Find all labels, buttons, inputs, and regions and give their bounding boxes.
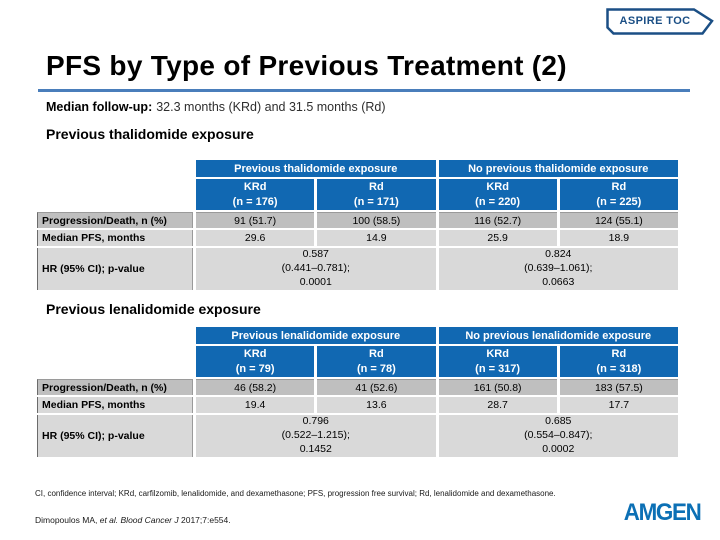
column-n: (n = 225) [596,195,642,208]
citation-rest: 2017;7:e554. [178,515,231,525]
group-header-cell: Previous thalidomide exposure [196,160,436,177]
data-cell: 29.6 [196,230,315,246]
column-n: (n = 79) [235,362,275,375]
hr-ci: (0.554–0.847); [524,429,593,442]
hr-value: 0.685 [545,415,572,428]
hr-pvalue: 0.0001 [299,275,332,288]
data-cell: 41 (52.6) [317,379,436,395]
median-followup-line: Median follow-up: 32.3 months (KRd) and 3… [46,100,386,114]
section-heading-lenalidomide: Previous lenalidomide exposure [46,301,261,317]
column-n: (n = 171) [353,195,399,208]
thalidomide-table: Previous thalidomide exposure No previou… [37,160,678,290]
hr-ci: (0.522–1.215); [281,429,350,442]
column-header-cell: Rd (n = 171) [317,179,436,210]
row-label-cell: HR (95% CI); p-value [37,248,193,290]
hr-ci: (0.441–0.781); [281,262,350,275]
column-n: (n = 176) [232,195,278,208]
group-header-cell: No previous lenalidomide exposure [438,327,678,344]
hr-value: 0.796 [302,415,329,428]
data-cell: 25.9 [438,230,557,246]
column-drug: Rd [369,348,384,361]
hr-value: 0.587 [302,248,329,261]
group-header-cell: Previous lenalidomide exposure [196,327,436,344]
hr-cell: 0.824 (0.639–1.061); 0.0663 [438,248,678,290]
hr-pvalue: 0.1452 [299,442,332,455]
table-corner-spacer [37,327,193,377]
column-drug: KRd [486,181,509,194]
data-cell: 100 (58.5) [317,212,436,228]
column-drug: Rd [611,181,627,194]
data-cell: 91 (51.7) [196,212,315,228]
column-header-cell: Rd (n = 225) [559,179,678,210]
data-cell: 46 (58.2) [196,379,315,395]
column-n: (n = 220) [475,195,521,208]
median-followup-label: Median follow-up: [46,100,153,114]
column-n: (n = 318) [596,362,642,375]
toc-banner-shape-icon [606,8,714,35]
hr-cell: 0.587 (0.441–0.781); 0.0001 [196,248,436,290]
column-drug: KRd [243,348,267,361]
data-cell: 19.4 [196,397,315,413]
row-label-cell: Median PFS, months [37,397,193,413]
column-drug: KRd [486,348,509,361]
data-cell: 116 (52.7) [438,212,557,228]
title-divider [38,89,690,92]
hr-pvalue: 0.0002 [542,442,575,455]
table-corner-spacer [37,160,193,210]
column-header-cell: Rd (n = 78) [317,346,436,377]
aspire-toc-label: ASPIRE TOC [619,15,691,27]
column-n: (n = 317) [475,362,521,375]
row-label-cell: Median PFS, months [37,230,193,246]
hr-ci: (0.639–1.061); [524,262,593,275]
hr-cell: 0.796 (0.522–1.215); 0.1452 [196,415,436,457]
data-cell: 161 (50.8) [438,379,557,395]
column-header-cell: Rd (n = 318) [559,346,678,377]
hr-value: 0.824 [545,248,572,261]
row-label-cell: Progression/Death, n (%) [37,212,193,228]
hr-pvalue: 0.0663 [542,275,575,288]
column-header-cell: KRd (n = 176) [196,179,315,210]
aspire-toc-button[interactable]: ASPIRE TOC [606,8,714,35]
data-cell: 13.6 [317,397,436,413]
hr-cell: 0.685 (0.554–0.847); 0.0002 [438,415,678,457]
citation: Dimopoulos MA, et al. Blood Cancer J 201… [35,515,231,525]
abbreviations-footnote: CI, confidence interval; KRd, carfilzomi… [35,489,556,498]
column-header-cell: KRd (n = 79) [196,346,315,377]
data-cell: 17.7 [559,397,678,413]
data-cell: 28.7 [438,397,557,413]
group-header-cell: No previous thalidomide exposure [438,160,678,177]
row-label-cell: HR (95% CI); p-value [37,415,193,457]
citation-authors: Dimopoulos MA, [35,515,100,525]
column-drug: Rd [369,181,384,194]
data-cell: 183 (57.5) [559,379,678,395]
page-title: PFS by Type of Previous Treatment (2) [46,50,567,81]
row-label-cell: Progression/Death, n (%) [37,379,193,395]
column-header-cell: KRd (n = 220) [438,179,557,210]
column-drug: Rd [611,348,627,361]
data-cell: 124 (55.1) [559,212,678,228]
citation-journal: et al. Blood Cancer J [99,515,179,525]
lenalidomide-table: Previous lenalidomide exposure No previo… [37,327,678,457]
data-cell: 14.9 [317,230,436,246]
section-heading-thalidomide: Previous thalidomide exposure [46,126,254,142]
column-drug: KRd [243,181,267,194]
median-followup-value: 32.3 months (KRd) and 31.5 months (Rd) [156,100,386,114]
column-n: (n = 78) [356,362,396,375]
data-cell: 18.9 [559,230,678,246]
amgen-logo: AMGEN [623,499,701,526]
column-header-cell: KRd (n = 317) [438,346,557,377]
